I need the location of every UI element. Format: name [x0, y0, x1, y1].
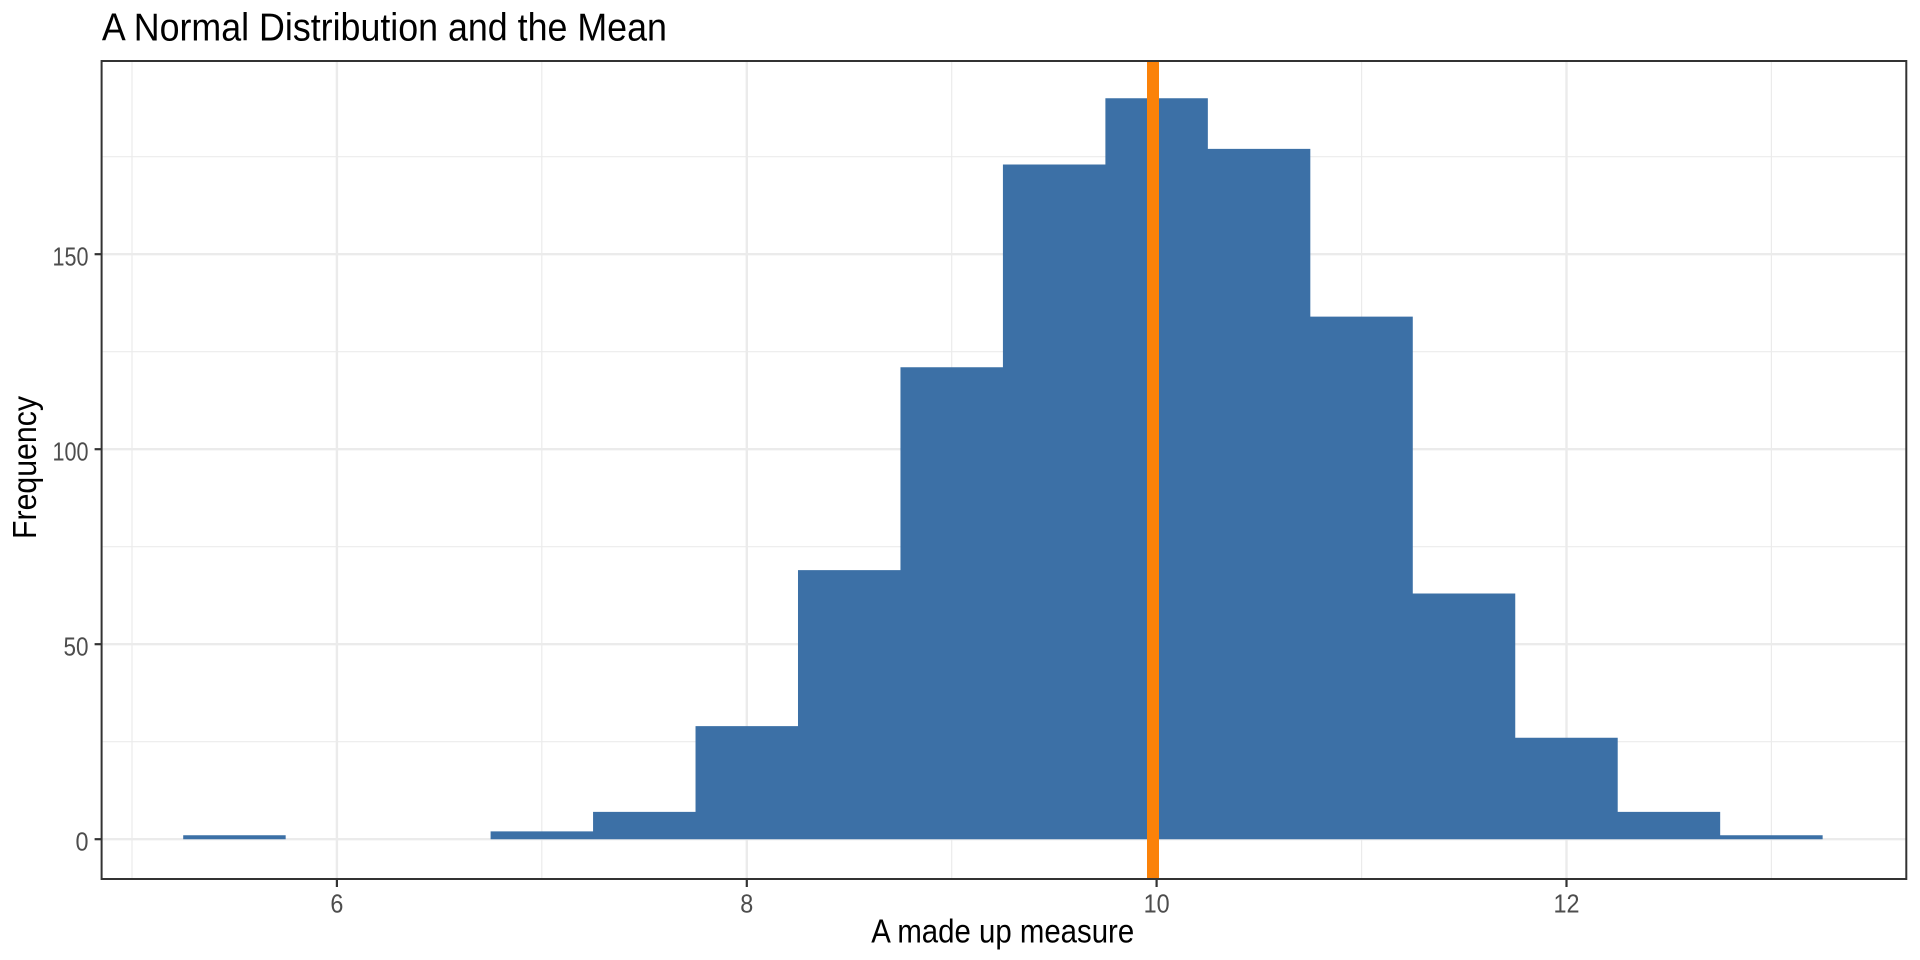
svg-text:Frequency: Frequency — [6, 396, 43, 539]
svg-text:10: 10 — [1144, 888, 1170, 918]
svg-text:A made up measure: A made up measure — [871, 913, 1134, 950]
svg-text:A Normal Distribution and the: A Normal Distribution and the Mean — [102, 6, 667, 49]
svg-text:6: 6 — [330, 888, 343, 918]
svg-text:50: 50 — [64, 632, 89, 662]
svg-text:150: 150 — [53, 242, 89, 272]
svg-text:12: 12 — [1554, 888, 1580, 918]
svg-text:100: 100 — [53, 437, 89, 467]
svg-text:0: 0 — [76, 827, 89, 857]
svg-text:8: 8 — [740, 888, 753, 918]
